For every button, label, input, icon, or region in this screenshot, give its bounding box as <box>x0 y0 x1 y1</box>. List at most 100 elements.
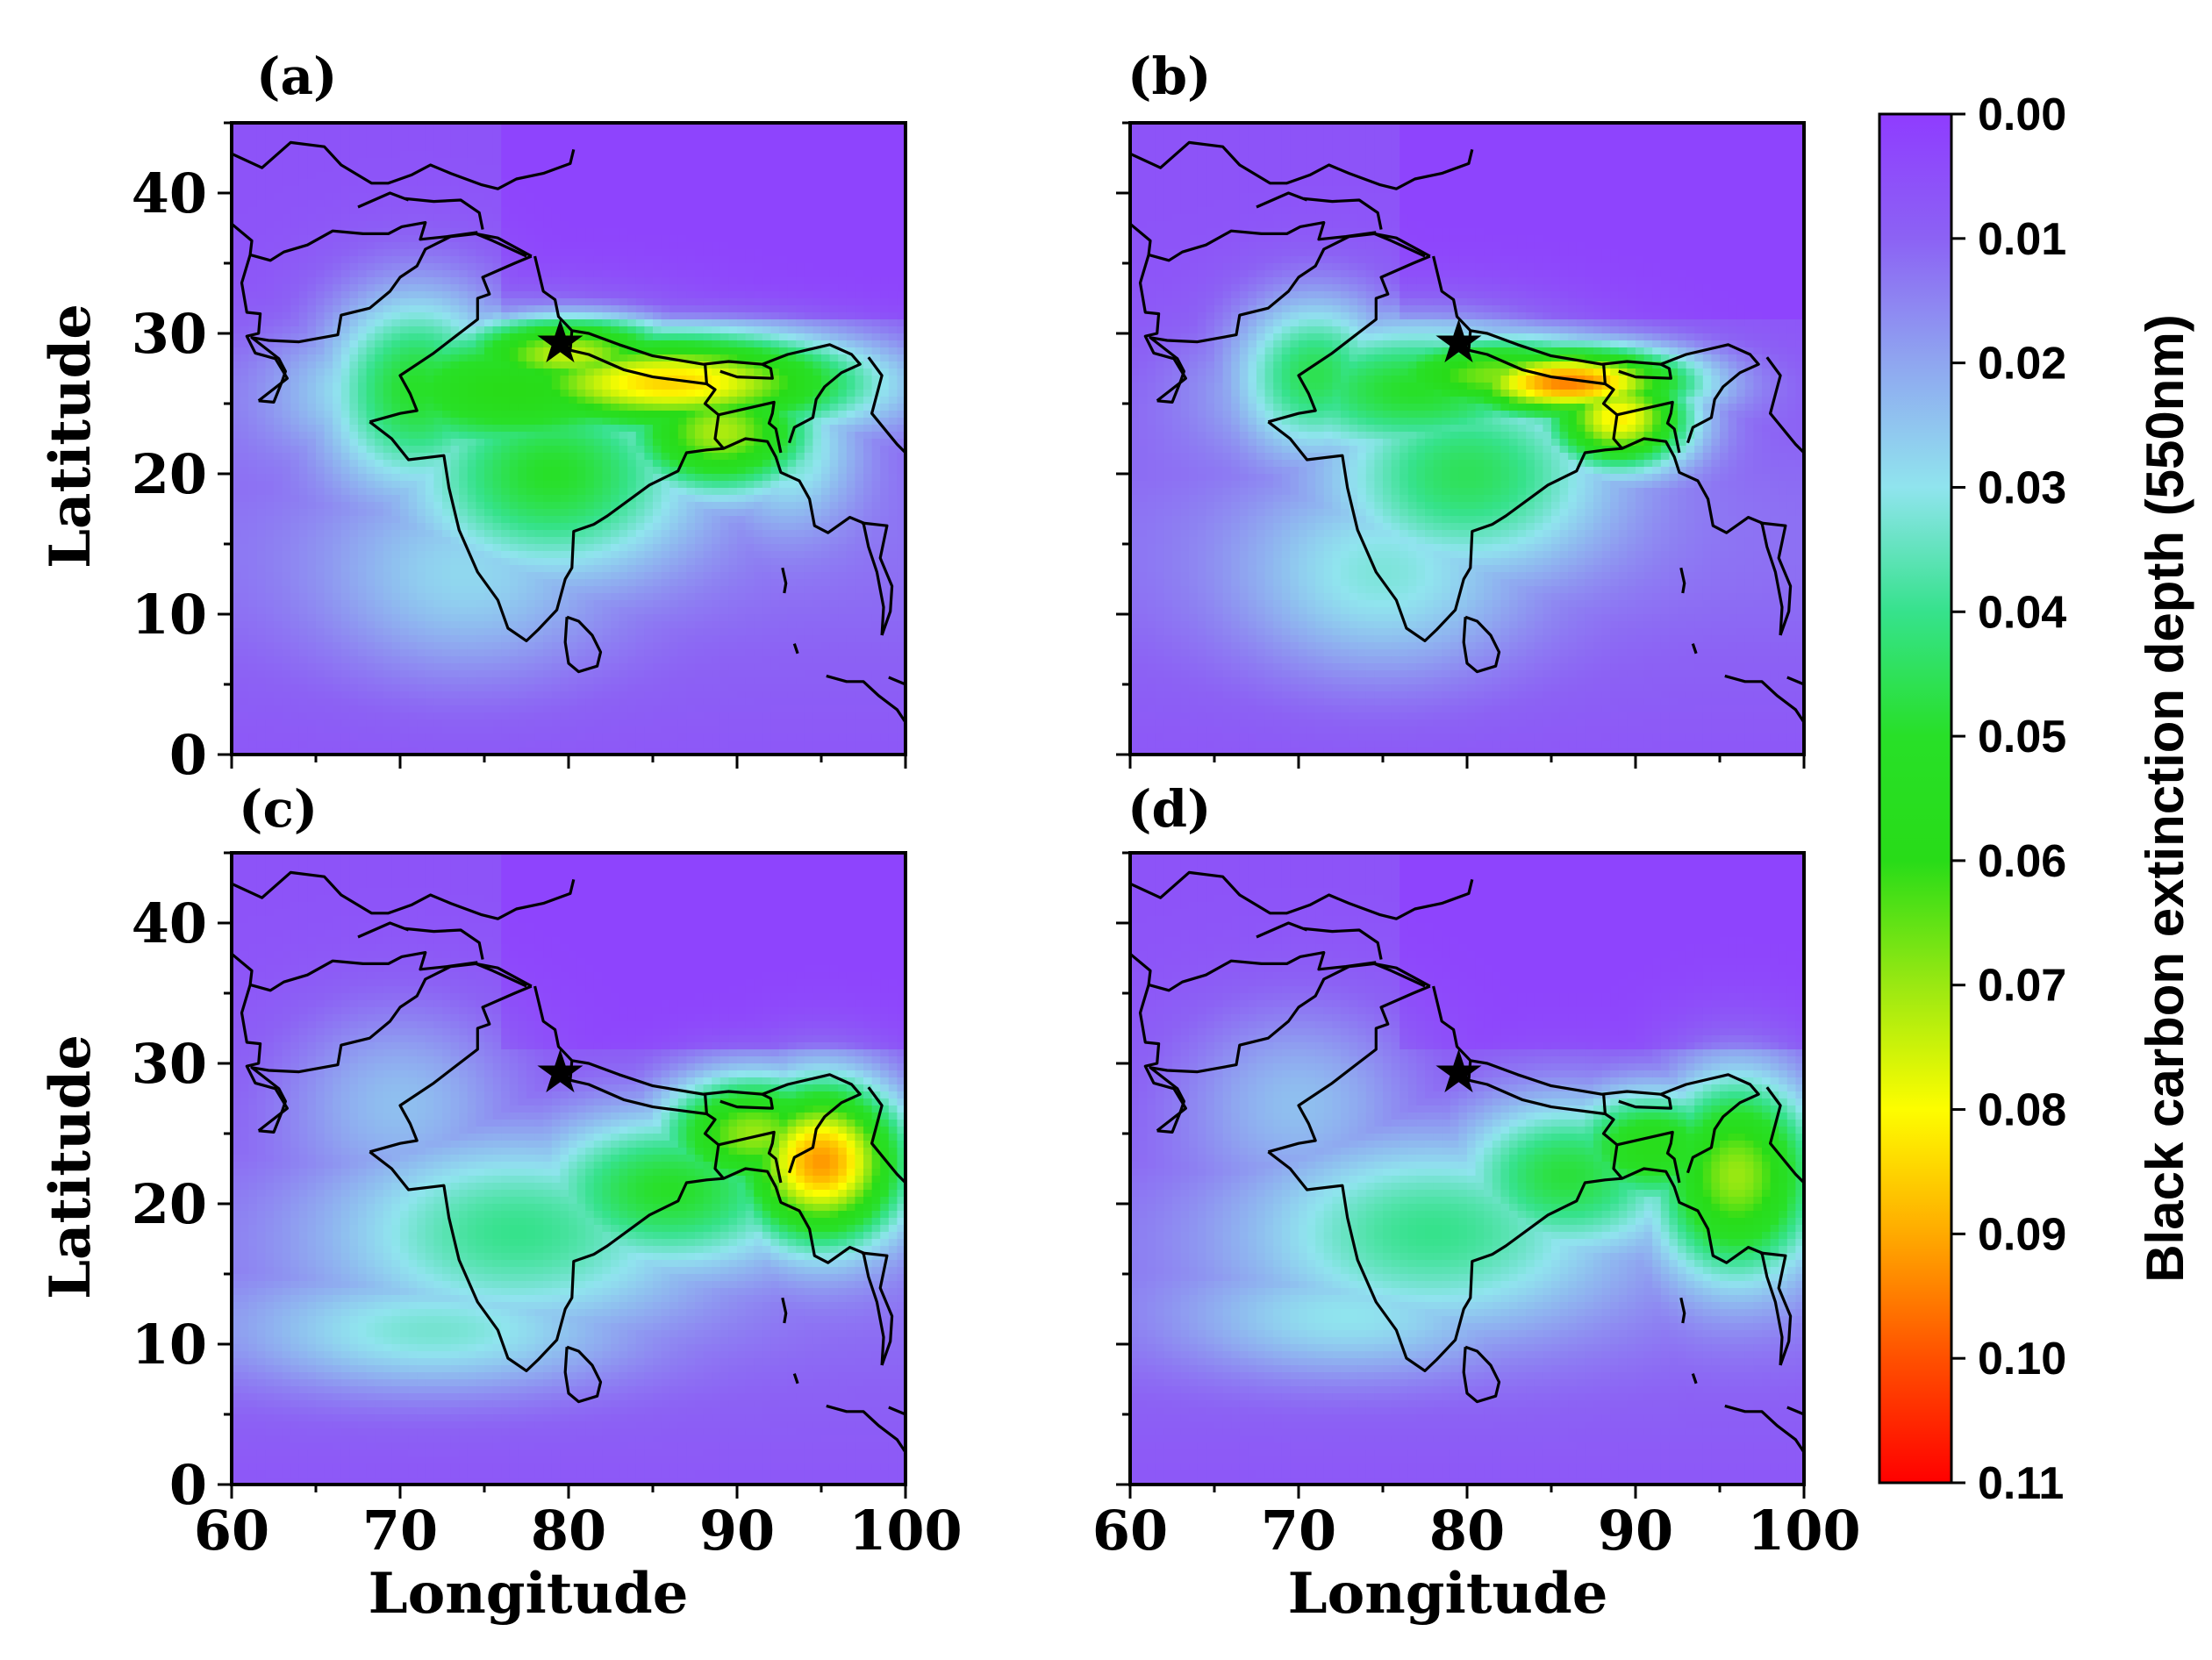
map-panel-b: (b) ★ <box>1116 47 1806 769</box>
heatmap-a: ★ <box>232 123 906 755</box>
colorbar-tick-label: 0.02 <box>1978 339 2066 390</box>
x-axis-title-right: Longitude <box>1288 1561 1608 1627</box>
border-line <box>249 221 478 262</box>
y-axis-title-top: Latitude <box>38 304 104 569</box>
border-line <box>369 1150 885 1372</box>
border-line <box>232 222 289 403</box>
panel-label-d: (d) <box>1127 779 1211 839</box>
y-axis-title-bottom: Latitude <box>38 1034 104 1299</box>
x-tick-label: 70 <box>1261 1499 1336 1563</box>
border-line <box>718 1130 783 1184</box>
border-line <box>563 615 603 674</box>
border-line <box>249 951 478 992</box>
border-line <box>563 1345 603 1404</box>
border-line <box>357 191 410 209</box>
colorbar: Black carbon extinction depth (550nm) 0.… <box>1878 89 2194 1509</box>
border-line <box>826 1404 906 1454</box>
border-line <box>781 567 788 594</box>
border-line <box>1765 356 1804 454</box>
panel-label-c: (c) <box>239 779 318 839</box>
colorbar-tick-label: 0.00 <box>1978 89 2066 140</box>
colorbar-tick-label: 0.10 <box>1978 1334 2066 1385</box>
x-tick-label: 80 <box>1429 1499 1505 1563</box>
border-line <box>1724 674 1804 724</box>
border-line <box>1616 400 1681 454</box>
x-tick-label: 100 <box>848 1499 962 1563</box>
y-tick-label: 40 <box>132 891 207 955</box>
border-line <box>476 232 533 258</box>
border-line <box>888 676 906 686</box>
border-line <box>703 383 725 450</box>
colorbar-tick-label: 0.01 <box>1978 214 2066 265</box>
border-line <box>1130 140 1474 190</box>
colorbar-title: Black carbon extinction depth (550nm) <box>2136 314 2194 1283</box>
border-line <box>1256 921 1308 939</box>
colorbar-tick-label: 0.09 <box>1978 1209 2066 1260</box>
border-line <box>232 140 576 190</box>
border-line <box>1374 232 1431 258</box>
y-tick-label: 30 <box>132 1032 207 1096</box>
site-marker-star: ★ <box>535 1041 585 1105</box>
border-line <box>369 984 533 1154</box>
border-line <box>792 1373 799 1385</box>
border-line <box>861 1251 894 1366</box>
border-line <box>1267 1150 1784 1372</box>
colorbar-tick-label: 0.05 <box>1978 712 2066 762</box>
border-line <box>1679 1297 1686 1324</box>
y-tick-label: 0 <box>169 723 207 787</box>
x-tick-label: 90 <box>1598 1499 1673 1563</box>
border-line <box>781 1297 788 1324</box>
colorbar-tick-label: 0.11 <box>1978 1458 2064 1509</box>
border-line <box>404 197 484 230</box>
border-line <box>718 400 783 454</box>
border-line <box>369 254 533 424</box>
y-tick-label: 0 <box>169 1453 207 1517</box>
border-line <box>1374 962 1431 988</box>
border-line <box>357 921 410 939</box>
y-tick-label: 20 <box>132 442 207 506</box>
border-line <box>719 1092 774 1110</box>
border-line <box>1130 222 1187 403</box>
x-tick-label: 80 <box>531 1499 606 1563</box>
border-line <box>404 927 484 960</box>
map-panel-d: (d) ★ 60 70 80 90 100 <box>1092 779 1861 1563</box>
colorbar-tick-label: 0.06 <box>1978 836 2066 887</box>
site-marker-star: ★ <box>1434 311 1484 376</box>
site-marker-star: ★ <box>1434 1041 1484 1105</box>
panel-label-b: (b) <box>1127 47 1211 106</box>
y-tick-label: 20 <box>132 1172 207 1236</box>
border-line <box>826 674 906 724</box>
border-line <box>1691 1373 1698 1385</box>
border-line <box>1679 567 1686 594</box>
border-line <box>1267 254 1431 424</box>
border-line <box>1759 521 1793 636</box>
y-tick-label: 10 <box>132 583 207 647</box>
border-line <box>1256 191 1308 209</box>
border-line <box>703 1113 725 1180</box>
border-line <box>1303 927 1383 960</box>
border-line <box>888 1406 906 1416</box>
panel-label-a: (a) <box>256 47 337 106</box>
x-tick-label: 60 <box>194 1499 269 1563</box>
border-line <box>369 420 885 642</box>
border-line <box>1148 221 1377 262</box>
border-line <box>1724 1404 1804 1454</box>
x-tick-label: 70 <box>362 1499 438 1563</box>
border-line <box>867 1086 906 1184</box>
border-line <box>1267 984 1431 1154</box>
heatmap-b: ★ <box>1130 123 1804 755</box>
border-line <box>861 521 894 636</box>
border-line <box>1616 1130 1681 1184</box>
border-line <box>1786 1406 1804 1416</box>
border-line <box>1759 1251 1793 1366</box>
colorbar-tick-label: 0.03 <box>1978 462 2066 513</box>
x-tick-label: 100 <box>1747 1499 1860 1563</box>
x-axis-title-left: Longitude <box>369 1561 689 1627</box>
map-panel-c: (c) ★ 60 70 80 90 100 0 10 20 30 40 <box>132 779 963 1563</box>
map-panel-a: (a) ★ 0 10 20 30 40 <box>132 47 907 787</box>
border-line <box>1601 1113 1623 1180</box>
border-line <box>1765 1086 1804 1184</box>
border-line <box>232 870 576 920</box>
border-line <box>1618 1092 1672 1110</box>
